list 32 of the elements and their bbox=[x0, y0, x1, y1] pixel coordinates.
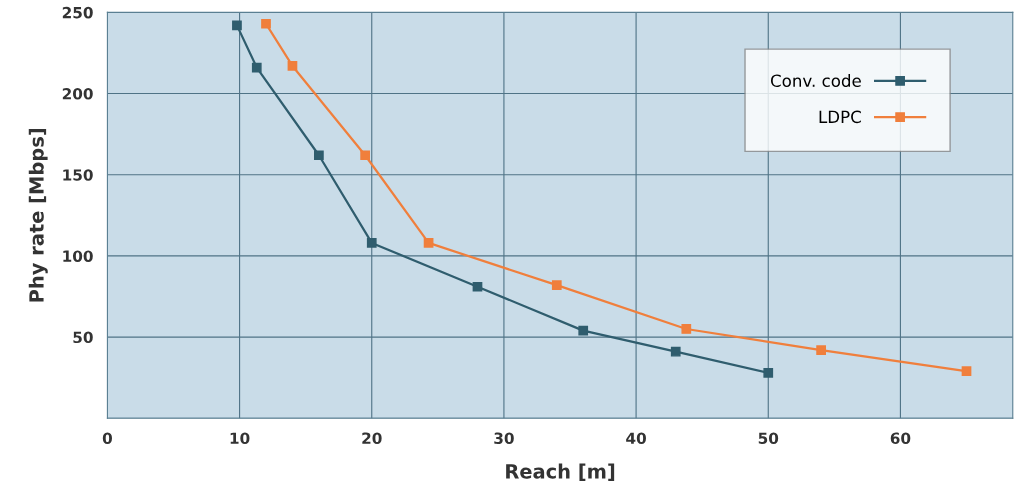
x-tick-label: 40 bbox=[626, 432, 646, 444]
point bbox=[578, 325, 589, 336]
x-tick-label: 30 bbox=[494, 432, 514, 444]
point bbox=[261, 18, 271, 29]
y-tick-label: 100 bbox=[63, 250, 93, 262]
x-tick-label: 0 bbox=[102, 432, 112, 444]
y-tick-label: 50 bbox=[73, 331, 93, 344]
point bbox=[763, 367, 774, 378]
point bbox=[961, 366, 972, 377]
y-tick-label: 200 bbox=[62, 88, 93, 100]
x-tick-label: 20 bbox=[362, 432, 382, 444]
point bbox=[360, 150, 371, 161]
y-tick-label: 150 bbox=[63, 169, 93, 181]
point bbox=[314, 150, 324, 161]
point bbox=[366, 238, 377, 248]
x-axis-title: Reach [m] bbox=[506, 463, 615, 481]
point bbox=[551, 280, 562, 291]
point bbox=[423, 238, 434, 248]
point bbox=[816, 345, 826, 355]
point bbox=[670, 346, 681, 357]
point bbox=[251, 62, 262, 73]
y-axis-title: Phy rate [Mbps] bbox=[28, 128, 48, 302]
y-tick-label: 250 bbox=[62, 6, 93, 19]
point bbox=[472, 281, 483, 292]
x-tick-label: 60 bbox=[890, 432, 911, 444]
legend-label: LDPC bbox=[819, 110, 861, 124]
point bbox=[681, 324, 692, 334]
legend-label: Conv. code bbox=[770, 74, 861, 88]
x-tick-label: 50 bbox=[758, 432, 779, 444]
point bbox=[232, 20, 242, 31]
point bbox=[287, 61, 298, 71]
x-tick-label: 10 bbox=[230, 432, 250, 444]
